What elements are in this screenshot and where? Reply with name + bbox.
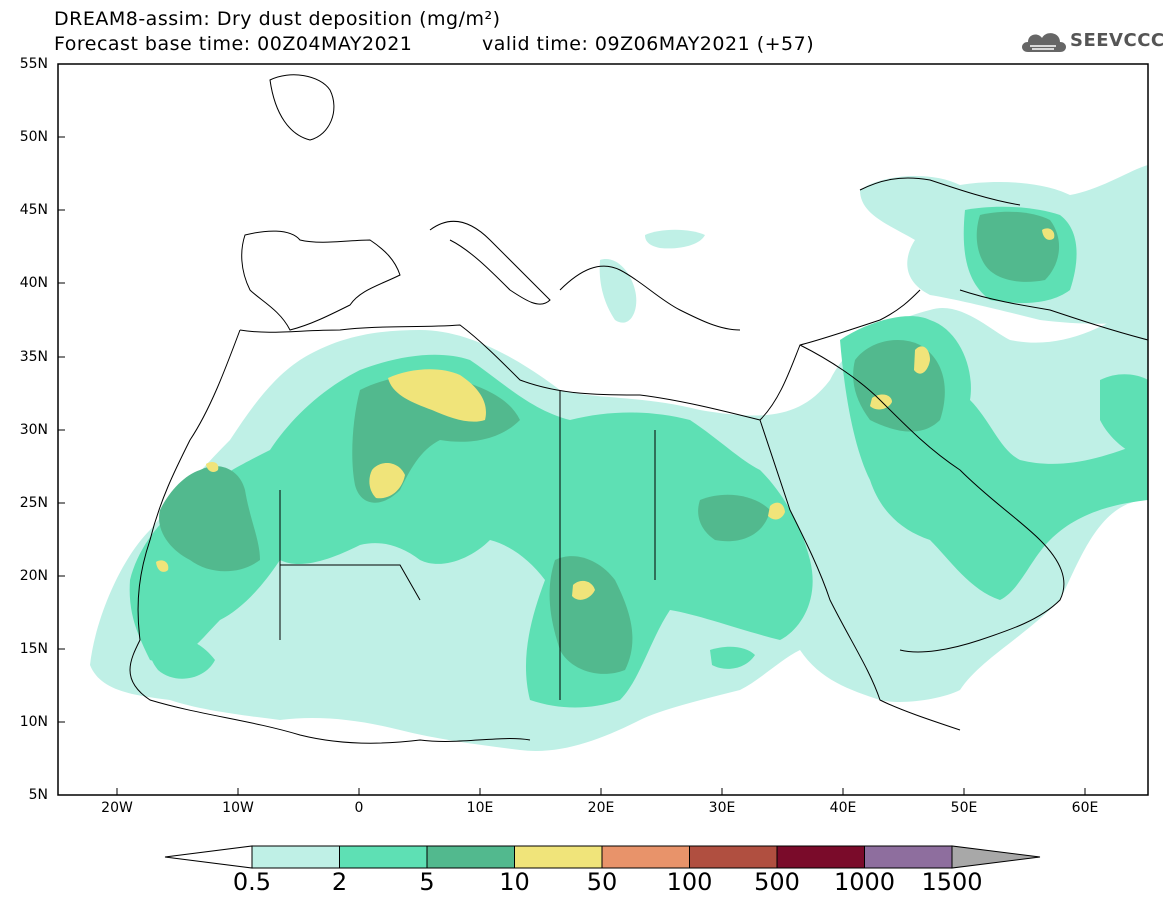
lat-label: 30N <box>19 422 48 438</box>
lat-label: 5N <box>28 787 48 803</box>
lat-label: 40N <box>19 275 48 291</box>
colorbar-level-label: 2 <box>331 868 348 896</box>
colorbar-level-label: 100 <box>666 868 713 896</box>
lon-label: 30E <box>708 800 736 816</box>
colorbar-level-label: 1000 <box>833 868 896 896</box>
colorbar-level-label: 50 <box>586 868 618 896</box>
cloud-icon <box>1022 33 1066 52</box>
lat-label: 20N <box>19 568 48 584</box>
lon-label: 0 <box>354 800 364 816</box>
map-title: DREAM8-assim: Dry dust deposition (mg/m²… <box>54 8 501 30</box>
colorbar-level-label: 1500 <box>921 868 983 896</box>
lon-label: 20E <box>587 800 615 816</box>
lon-label: 10E <box>466 800 494 816</box>
dust-field-high <box>156 228 1055 600</box>
lat-label: 45N <box>19 202 48 218</box>
lat-label: 15N <box>19 641 48 657</box>
lon-label: 20W <box>101 800 133 816</box>
colorbar-level-label: 5 <box>419 868 435 896</box>
lat-label: 55N <box>19 56 48 72</box>
seevccc-logo: SEEVCCC <box>1018 26 1164 58</box>
forecast-base-time: Forecast base time: 00Z04MAY2021 <box>54 33 413 55</box>
lon-label: 60E <box>1071 800 1099 816</box>
lon-label: 40E <box>829 800 857 816</box>
valid-time: valid time: 09Z06MAY2021 (+57) <box>482 33 815 55</box>
colorbar-level-label: 500 <box>754 868 800 896</box>
lat-label: 50N <box>19 129 48 145</box>
lat-label: 10N <box>19 714 48 730</box>
lon-label: 50E <box>950 800 978 816</box>
lat-label: 25N <box>19 495 48 511</box>
lon-label: 10W <box>222 800 254 816</box>
colorbar-level-label: 0.5 <box>232 868 272 896</box>
axis-ticks <box>58 63 1086 795</box>
coastlines <box>129 74 1148 744</box>
lat-label: 35N <box>19 349 48 365</box>
colorbar-level-label: 10 <box>499 868 530 896</box>
logo-text: SEEVCCC <box>1070 30 1165 51</box>
